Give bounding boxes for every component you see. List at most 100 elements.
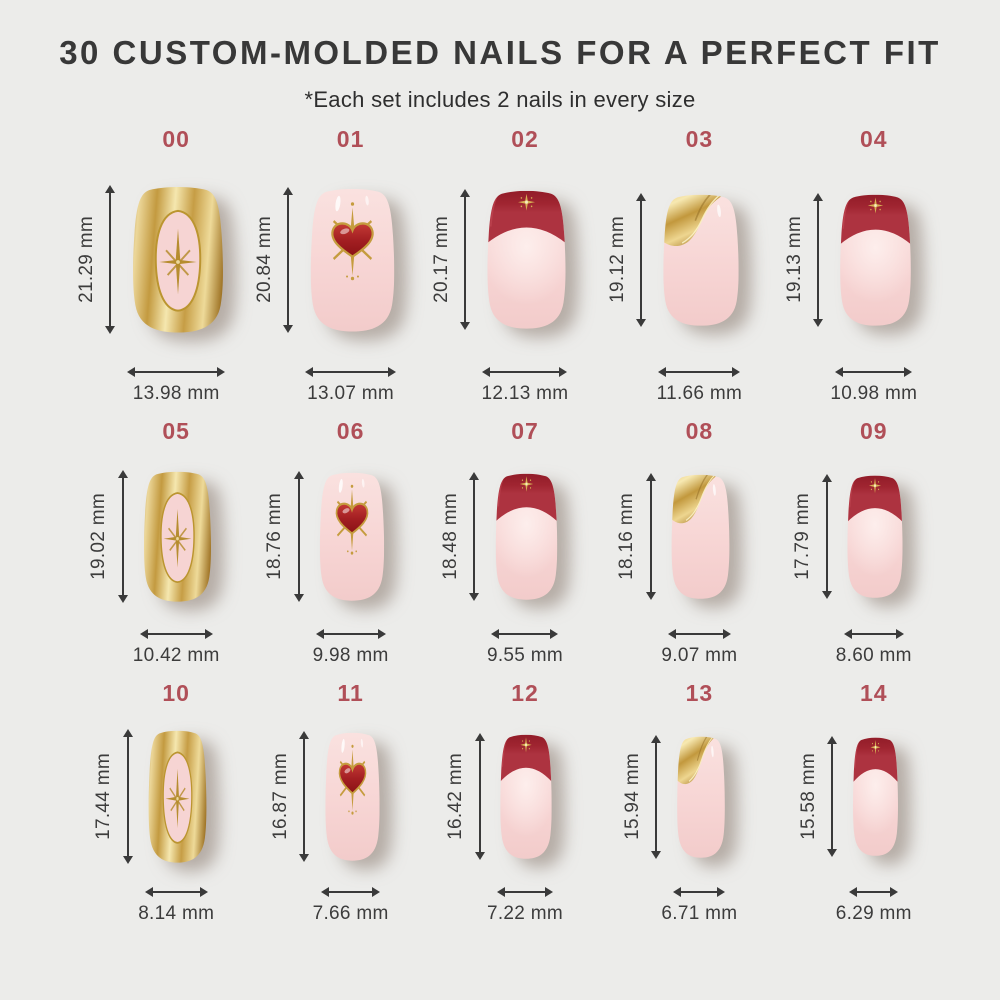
nail-height-label: 21.29 mm xyxy=(75,216,97,303)
nail-size-number: 00 xyxy=(162,126,190,152)
nail-height-label: 19.13 mm xyxy=(783,216,805,303)
nail-size-number: 11 xyxy=(337,680,364,706)
chart-header: 30 CUSTOM-MOLDED NAILS FOR A PERFECT FIT… xyxy=(0,0,1000,113)
width-dimension-arrow xyxy=(321,886,380,897)
nail-height-label: 20.17 mm xyxy=(430,216,452,303)
nail-width-label: 9.55 mm xyxy=(486,645,563,666)
nail-height-label: 15.58 mm xyxy=(797,753,819,840)
width-dimension-arrow xyxy=(844,628,904,639)
width-dimension-arrow xyxy=(316,628,386,639)
nail-width-label: 8.60 mm xyxy=(835,645,912,666)
nail-size-number: 01 xyxy=(336,126,365,152)
nail-image-heart-charm xyxy=(325,732,380,861)
nail-width-label: 10.42 mm xyxy=(132,645,220,666)
height-dimension-arrow xyxy=(645,473,656,600)
nail-height-label: 19.12 mm xyxy=(606,216,628,303)
nail-height-label: 18.16 mm xyxy=(616,493,638,580)
height-dimension-arrow xyxy=(636,193,647,327)
nail-width-label: 12.13 mm xyxy=(481,383,569,404)
nail-image-red-french-star xyxy=(487,190,566,329)
nail-image-red-french-star xyxy=(852,737,898,856)
nail-cell-04: 04 19.13 mm 10.98 mm xyxy=(762,117,936,409)
height-dimension-arrow xyxy=(117,470,128,603)
width-dimension-arrow xyxy=(849,886,898,897)
width-dimension-arrow xyxy=(482,366,567,377)
nail-cell-05: 05 19.02 mm 10.42 mm xyxy=(64,409,238,671)
nail-height-label: 20.84 mm xyxy=(253,216,275,303)
nail-height-label: 17.44 mm xyxy=(93,753,115,840)
nail-width-label: 6.71 mm xyxy=(661,903,738,924)
width-dimension-arrow xyxy=(668,628,731,639)
nail-width-label: 11.66 mm xyxy=(656,383,743,404)
nail-cell-09: 09 17.79 mm 8.60 mm xyxy=(762,409,936,671)
width-dimension-arrow xyxy=(127,366,225,377)
nail-width-label: 7.66 mm xyxy=(312,903,389,924)
nail-size-number: 05 xyxy=(162,418,190,444)
nail-image-gold-chrome-star xyxy=(144,471,212,602)
nail-width-label: 9.98 mm xyxy=(312,645,389,666)
size-row-1: 00 21.29 mm 13.98 mm 01 20.84 mm xyxy=(64,117,936,409)
width-dimension-arrow xyxy=(497,886,553,897)
nail-size-number: 12 xyxy=(511,680,539,706)
nail-image-heart-charm xyxy=(319,472,385,601)
nail-height-label: 17.79 mm xyxy=(792,493,814,580)
height-dimension-arrow xyxy=(827,736,838,857)
width-dimension-arrow xyxy=(305,366,396,377)
nail-height-label: 19.02 mm xyxy=(88,493,110,580)
height-dimension-arrow xyxy=(813,193,824,327)
nail-size-number: 14 xyxy=(859,680,888,706)
nail-height-label: 15.94 mm xyxy=(621,753,643,840)
width-dimension-arrow xyxy=(658,366,740,377)
height-dimension-arrow xyxy=(283,187,294,333)
nail-image-gold-foil xyxy=(663,194,739,326)
page-subtitle: *Each set includes 2 nails in every size xyxy=(304,87,696,112)
nail-width-label: 7.22 mm xyxy=(486,903,563,924)
nail-height-label: 16.87 mm xyxy=(269,753,291,840)
nail-image-gold-foil xyxy=(671,474,730,599)
nail-cell-14: 14 15.58 mm 6.29 mm xyxy=(762,671,936,929)
nail-size-number: 04 xyxy=(859,126,888,152)
nail-image-gold-chrome-star xyxy=(148,730,207,863)
nail-width-label: 13.07 mm xyxy=(307,383,395,404)
width-dimension-arrow xyxy=(835,366,912,377)
height-dimension-arrow xyxy=(474,733,485,860)
height-dimension-arrow xyxy=(651,735,662,859)
nail-cell-07: 07 18.48 mm 9.55 mm xyxy=(413,409,587,671)
nail-image-heart-charm xyxy=(310,188,394,332)
page-title: 30 CUSTOM-MOLDED NAILS FOR A PERFECT FIT xyxy=(59,34,941,71)
nail-cell-02: 02 20.17 mm 12.13 mm xyxy=(413,117,587,409)
nail-size-grid: 00 21.29 mm 13.98 mm 01 20.84 mm xyxy=(0,113,1000,929)
nail-cell-01: 01 20.84 mm 13.07 mm xyxy=(238,117,412,409)
nail-image-red-french-star xyxy=(495,473,558,600)
nail-size-number: 13 xyxy=(685,680,714,706)
nail-width-label: 13.98 mm xyxy=(132,383,220,404)
height-dimension-arrow xyxy=(299,731,310,862)
height-dimension-arrow xyxy=(105,185,116,334)
nail-cell-03: 03 19.12 mm 11.66 mm xyxy=(587,117,761,409)
nail-cell-08: 08 18.16 mm 9.07 mm xyxy=(587,409,761,671)
size-row-3: 10 17.44 mm 8.14 mm 11 16.87 mm xyxy=(64,671,936,929)
width-dimension-arrow xyxy=(491,628,558,639)
nail-cell-11: 11 16.87 mm 7.66 mm xyxy=(238,671,412,929)
height-dimension-arrow xyxy=(821,474,832,599)
nail-image-gold-foil xyxy=(677,736,725,858)
width-dimension-arrow xyxy=(140,628,213,639)
nail-cell-00: 00 21.29 mm 13.98 mm xyxy=(64,117,238,409)
nail-size-number: 03 xyxy=(685,126,714,152)
nail-image-red-french-star xyxy=(839,194,911,326)
width-dimension-arrow xyxy=(145,886,208,897)
nail-size-number: 08 xyxy=(685,418,714,444)
height-dimension-arrow xyxy=(293,471,304,602)
height-dimension-arrow xyxy=(469,472,480,601)
nail-cell-12: 12 16.42 mm 7.22 mm xyxy=(413,671,587,929)
height-dimension-arrow xyxy=(122,729,133,864)
nail-cell-13: 13 15.94 mm 6.71 mm xyxy=(587,671,761,929)
nail-width-label: 8.14 mm xyxy=(138,903,215,924)
nail-image-gold-chrome-star xyxy=(132,186,223,333)
width-dimension-arrow xyxy=(673,886,725,897)
nail-size-number: 10 xyxy=(162,680,190,706)
nail-size-number: 09 xyxy=(859,418,888,444)
nail-size-number: 06 xyxy=(336,418,365,444)
nail-image-red-french-star xyxy=(847,475,903,598)
nail-height-label: 18.48 mm xyxy=(439,493,461,580)
